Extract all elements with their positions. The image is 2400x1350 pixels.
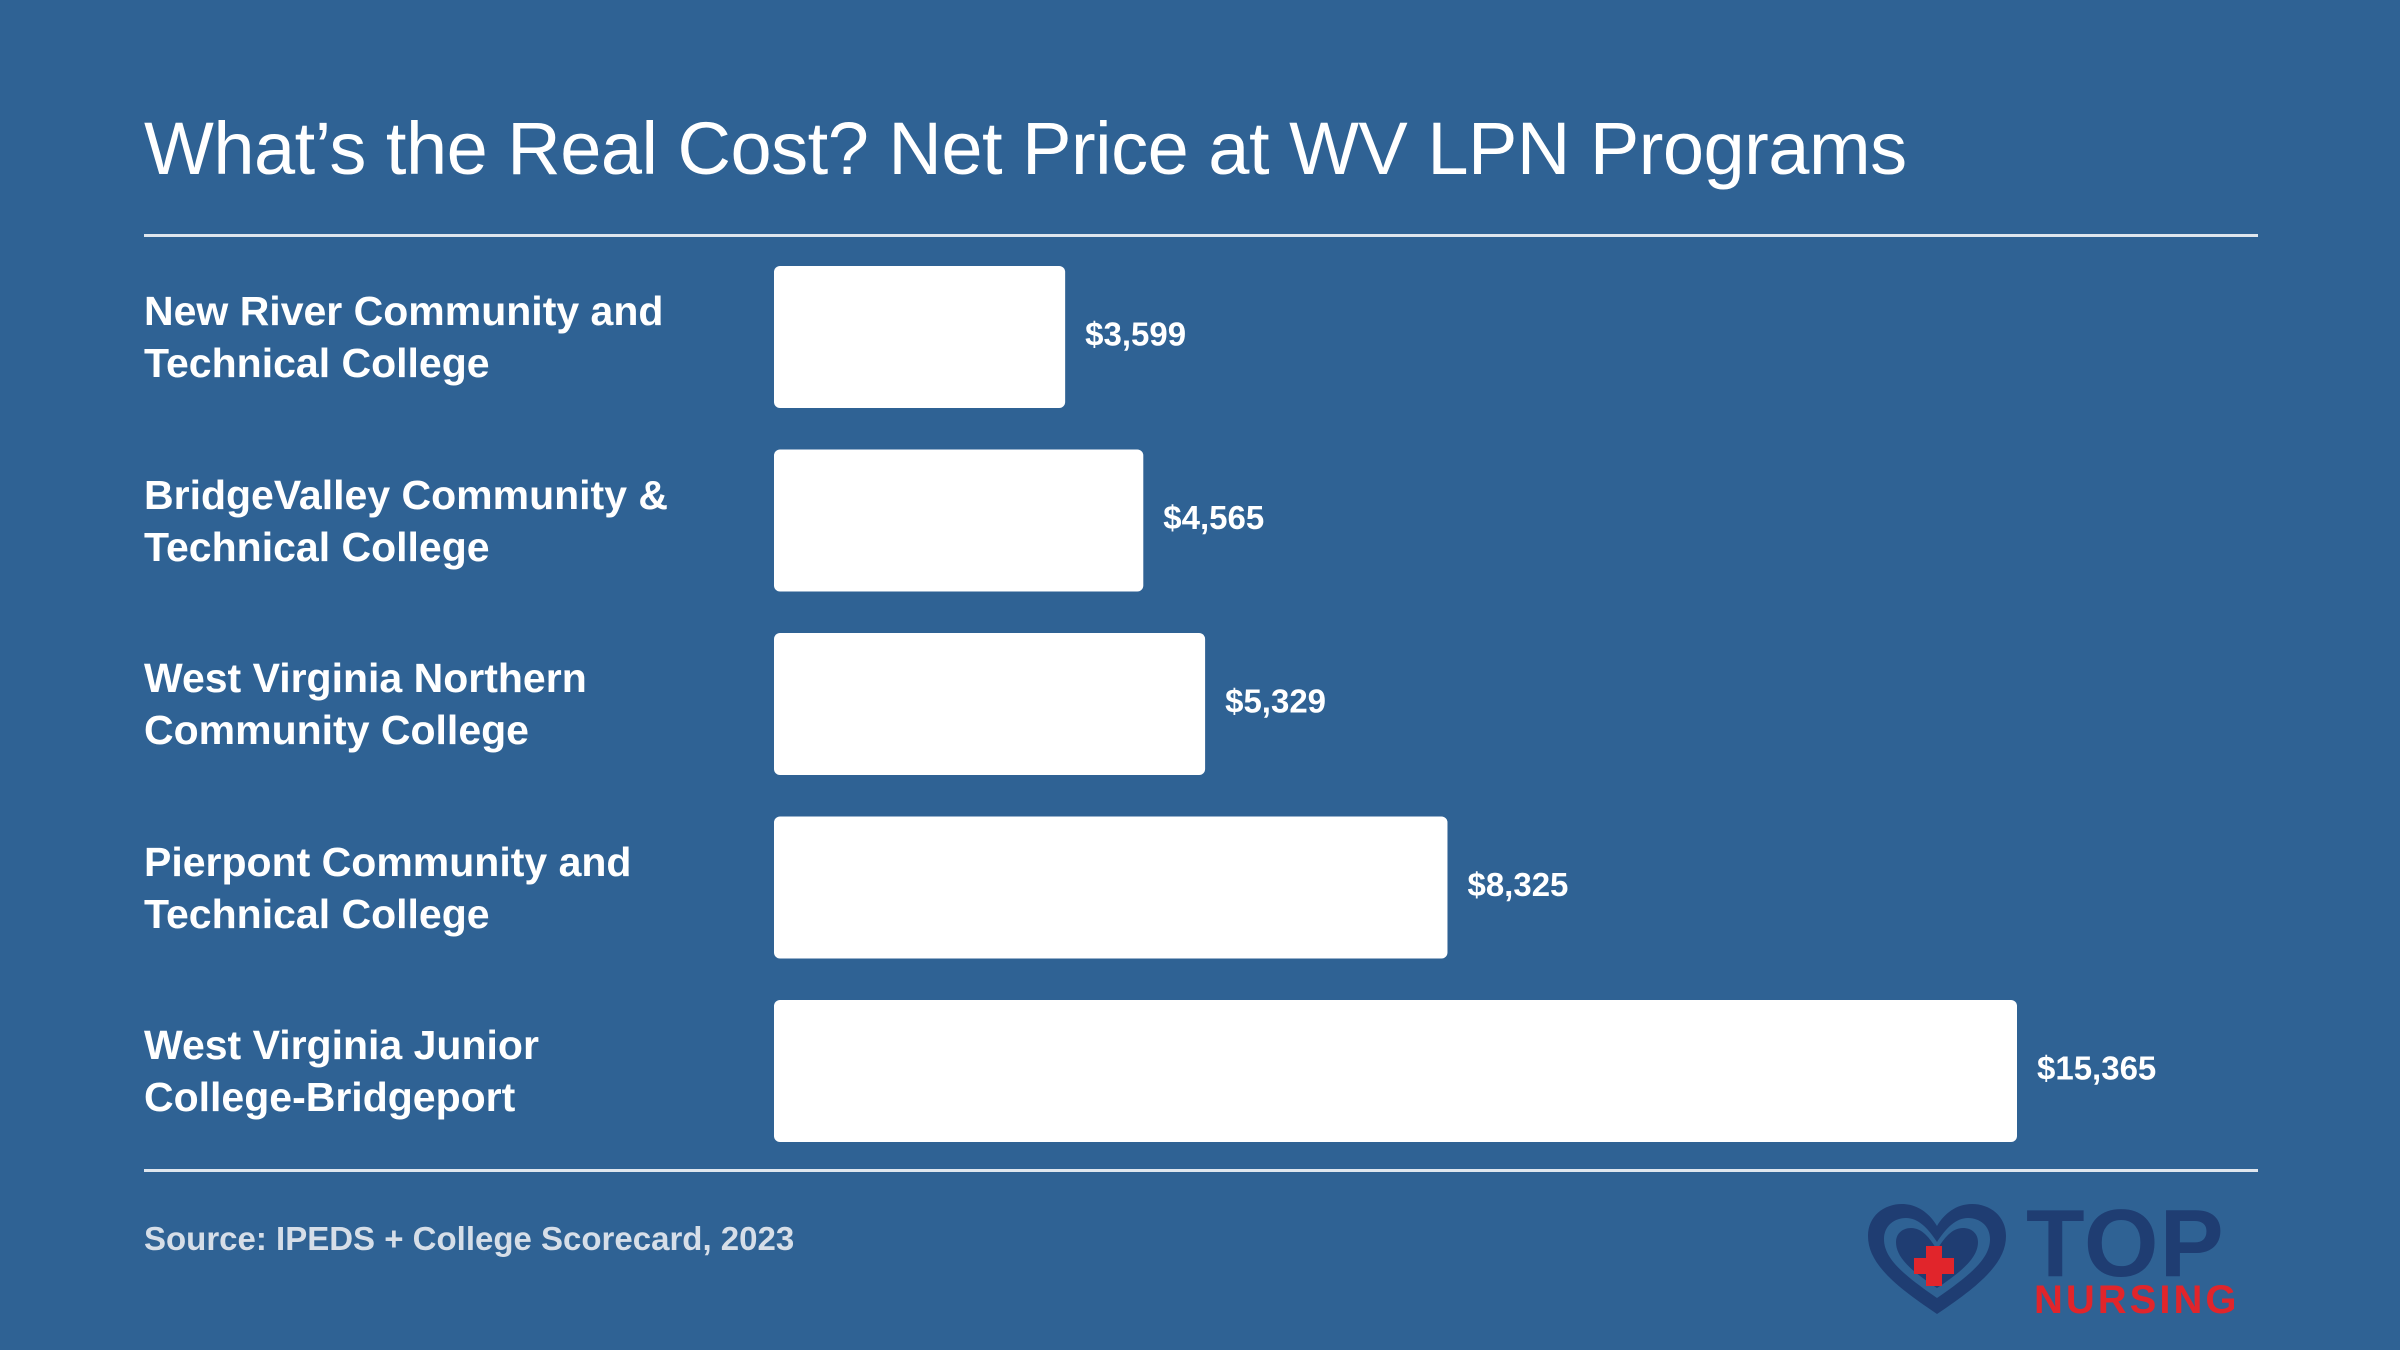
bar-value-label: $3,599 (1085, 316, 1186, 353)
chart-title: What’s the Real Cost? Net Price at WV LP… (144, 107, 1907, 190)
source-note: Source: IPEDS + College Scorecard, 2023 (144, 1220, 795, 1257)
category-label-line: West Virginia Northern (144, 655, 587, 701)
top-nursing-logo: TOP NURSING (1862, 1196, 2262, 1322)
bar (774, 266, 1066, 408)
bar (774, 449, 1144, 592)
heart-cross-icon (1868, 1204, 2006, 1314)
bar (774, 816, 1448, 959)
category-label: BridgeValley Community & Technical Colleg… (144, 469, 744, 573)
category-label-line: West Virginia Junior (144, 1022, 539, 1068)
bar-value-label: $15,365 (2037, 1050, 2156, 1087)
category-label-line: Technical College (144, 890, 490, 937)
category-label: West Virginia Junior College-Bridgeport (144, 1019, 744, 1123)
top-divider (144, 234, 2258, 237)
category-label: West Virginia Northern Community College (144, 652, 744, 756)
category-label-line: Community College (144, 707, 529, 753)
category-label-line: Pierpont Community and (144, 838, 632, 885)
bar-value-label: $4,565 (1163, 499, 1264, 536)
category-label: New River Community and Technical College (144, 285, 744, 389)
category-label-line: BridgeValley Community & (144, 471, 669, 518)
category-label-line: New River Community and (144, 288, 664, 334)
logo-text-nursing: NURSING (2034, 1278, 2240, 1322)
bar-value-label: $8,325 (1467, 866, 1568, 903)
bar (774, 1000, 2017, 1142)
logo-text-top: TOP (2026, 1190, 2225, 1297)
category-label: Pierpont Community and Technical College (144, 836, 744, 940)
category-label-line: Technical College (144, 340, 490, 386)
category-label-line: Technical College (144, 523, 490, 570)
bar (774, 633, 1206, 775)
bottom-divider (144, 1169, 2258, 1172)
bar-value-label: $5,329 (1225, 683, 1326, 720)
category-label-line: College-Bridgeport (144, 1074, 516, 1120)
